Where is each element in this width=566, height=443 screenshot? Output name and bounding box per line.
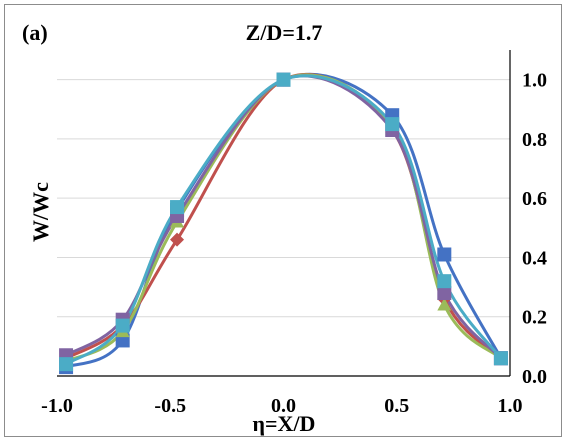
- tick-labels: -1.0 -0.5 0.0 0.5 1.0 0.0 0.2 0.4 0.6 0.8 1.0: [41, 70, 547, 417]
- y-tick-label: 0.2: [522, 307, 547, 329]
- data-point: [437, 297, 452, 311]
- chart-title: Z/D=1.7: [246, 20, 323, 45]
- x-tick-label: 1.0: [498, 395, 523, 417]
- y-tick-label: 0.8: [522, 129, 547, 151]
- y-tick-label: 0.4: [522, 247, 547, 269]
- series-markers: [59, 72, 508, 375]
- data-point: [59, 357, 74, 372]
- series-lines: [65, 72, 503, 369]
- series-line: [65, 72, 503, 369]
- data-point: [437, 286, 452, 301]
- data-point: [170, 232, 185, 247]
- data-point: [493, 351, 508, 366]
- data-point: [385, 117, 400, 132]
- data-point: [115, 318, 130, 333]
- x-tick-label: -0.5: [154, 395, 186, 417]
- y-tick-label: 1.0: [522, 70, 547, 92]
- panel-label: (a): [22, 20, 48, 45]
- x-tick-label: -1.0: [41, 395, 73, 417]
- x-tick-label: 0.0: [271, 395, 296, 417]
- x-tick-label: 0.5: [384, 395, 409, 417]
- axes: [57, 50, 511, 377]
- data-point: [437, 274, 452, 289]
- y-axis-label: W/Wc: [28, 182, 53, 242]
- data-point: [437, 247, 452, 262]
- x-axis-label: η=X/D: [253, 411, 316, 436]
- y-tick-label: 0.0: [522, 366, 547, 388]
- series-line: [65, 73, 502, 363]
- data-point: [276, 72, 291, 87]
- y-tick-label: 0.6: [522, 188, 547, 210]
- data-point: [170, 200, 185, 215]
